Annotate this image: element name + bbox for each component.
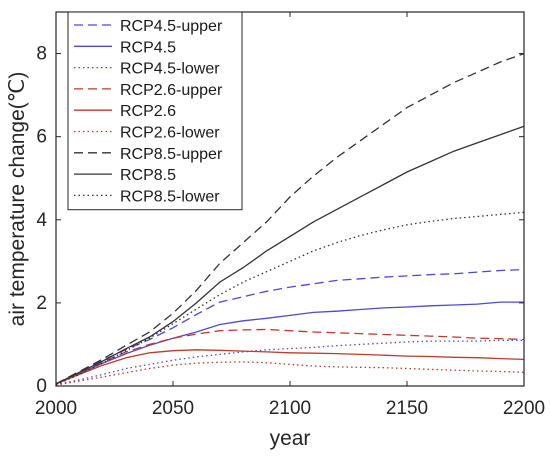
y-axis-label: air temperature change(℃): [6, 72, 29, 327]
y-tick-label: 4: [36, 210, 47, 231]
axis-ticks: 2000 2050 2100 2150 2200 0 2 4 6 8: [35, 12, 545, 419]
legend-label: RCP8.5-lower: [120, 188, 220, 205]
x-axis-label: year: [270, 427, 311, 450]
series-line-rcp4-5: [55, 301, 524, 385]
y-tick-label: 6: [36, 127, 47, 148]
series-line-rcp2-6-upper: [55, 328, 525, 385]
x-tick-label: 2050: [152, 398, 194, 419]
y-tick-label: 8: [36, 44, 47, 65]
series-line-rcp8-5: [55, 125, 525, 385]
y-tick-label: 2: [36, 293, 47, 314]
series-line-rcp2-6-lower: [55, 361, 525, 386]
series-line-rcp8-5-lower: [55, 211, 525, 386]
series-line-rcp4-5-lower: [55, 339, 524, 386]
legend: RCP4.5-upper RCP4.5 RCP4.5-lower RCP2.6-upp…: [67, 11, 243, 211]
legend-label: RCP2.6-lower: [120, 125, 220, 142]
legend-label: RCP4.5: [120, 39, 176, 56]
series-line-rcp4-5-upper: [55, 268, 525, 385]
x-tick-label: 2100: [269, 398, 311, 419]
legend-label: RCP8.5: [120, 167, 176, 184]
x-tick-label: 2150: [386, 398, 428, 419]
legend-label: RCP4.5-upper: [120, 18, 223, 35]
legend-label: RCP2.6: [120, 103, 176, 120]
y-tick-label: 0: [36, 376, 47, 397]
x-tick-label: 2200: [503, 398, 545, 419]
legend-label: RCP8.5-upper: [120, 146, 223, 163]
x-tick-label: 2000: [35, 398, 77, 419]
series-line-rcp8-5-upper: [55, 52, 525, 385]
legend-label: RCP2.6-upper: [120, 82, 223, 99]
series-line-rcp2-6: [55, 349, 525, 385]
plot-lines: [55, 52, 525, 386]
legend-label: RCP4.5-lower: [120, 61, 220, 78]
